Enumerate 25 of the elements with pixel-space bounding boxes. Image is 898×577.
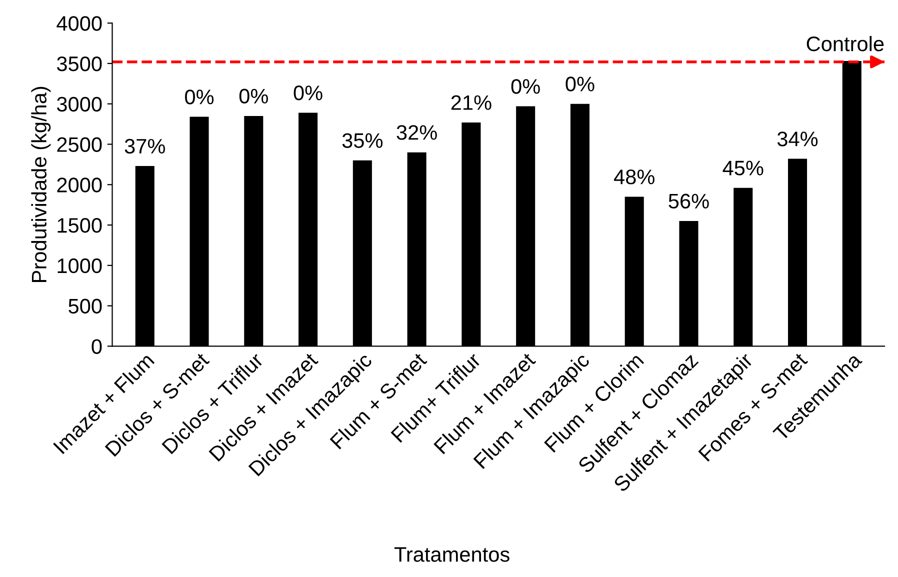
x-axis-title: Tratamentos (394, 547, 510, 562)
y-tick-label: 0 (92, 339, 102, 354)
annotation: 0% (566, 76, 594, 92)
y-tick-label: 500 (68, 298, 102, 314)
annotation: 56% (668, 194, 709, 209)
y-tick-label: 3000 (56, 96, 102, 112)
annotation: 21% (451, 95, 492, 110)
annotation: 32% (396, 125, 437, 140)
annotation: 48% (614, 170, 654, 184)
y-tick-label: 2000 (57, 178, 102, 192)
annotation: 0% (294, 86, 322, 100)
y-tick-label: 1500 (58, 218, 102, 233)
y-tick-label: 4000 (56, 16, 102, 31)
y-tick-label: 2500 (57, 137, 102, 152)
annotation: 0% (511, 79, 540, 94)
annotation: 34% (777, 132, 818, 146)
y-axis-title: Produtividade (kg/ha) (31, 86, 51, 282)
annotation: 45% (722, 160, 764, 176)
annotation: 37% (124, 138, 165, 154)
ref-line-label: Controle (806, 36, 884, 52)
annotation: 35% (342, 133, 383, 148)
annotation: 0% (185, 90, 214, 104)
y-tick-label: 3500 (56, 56, 102, 72)
y-tick-label: 1000 (58, 258, 102, 274)
annotation: 0% (239, 88, 268, 104)
